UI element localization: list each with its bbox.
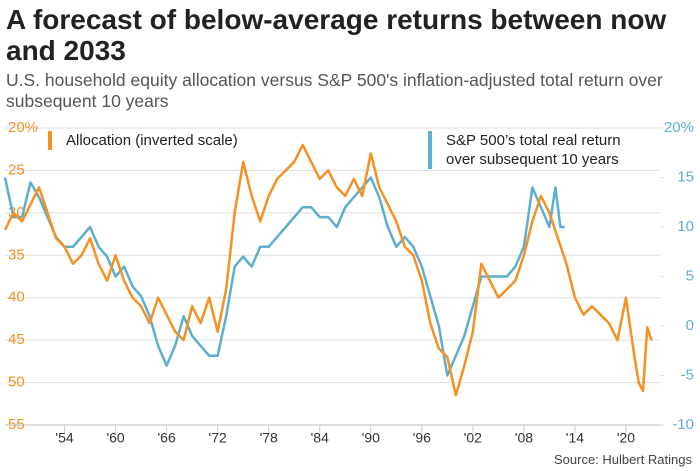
x-tick-label: '96 <box>413 430 431 446</box>
y-tick-label: 20% <box>8 119 38 136</box>
x-tick-label: '66 <box>157 430 175 446</box>
x-tick-label: '84 <box>311 430 329 446</box>
legend-entry: S&P 500’s total real return over subsequ… <box>428 131 651 169</box>
x-tick-label: '20 <box>617 430 635 446</box>
x-tick-label: '60 <box>106 430 124 446</box>
y-tick-label: 25 <box>8 161 25 178</box>
x-tick-label: '90 <box>362 430 380 446</box>
y2-tick-label: -5 <box>681 366 694 383</box>
y2-tick-label: 15 <box>677 168 694 185</box>
x-tick-label: '78 <box>260 430 278 446</box>
x-tick-label: '14 <box>566 430 584 446</box>
y-tick-label: 50 <box>8 374 25 391</box>
chart-title: A forecast of below-average returns betw… <box>6 4 667 66</box>
y2-tick-label: 5 <box>686 267 694 284</box>
chart-subtitle: U.S. household equity allocation versus … <box>6 70 663 111</box>
source: Source: Hulbert Ratings <box>553 452 692 467</box>
y2-tick-label: 10 <box>677 218 694 235</box>
x-tick-label: '02 <box>464 430 482 446</box>
x-tick-label: '72 <box>209 430 227 446</box>
y-tick-label: 45 <box>8 331 25 348</box>
y-tick-label: 35 <box>8 246 25 263</box>
chart: 20%2530354045505520%151050-5-10'54'60'66… <box>3 119 694 446</box>
y2-tick-label: 0 <box>686 317 694 334</box>
x-tick-label: '54 <box>55 430 73 446</box>
y2-tick-label: 20% <box>664 119 694 136</box>
y2-tick-label: -10 <box>672 416 694 433</box>
x-tick-label: '08 <box>515 430 533 446</box>
y-tick-label: 55 <box>8 416 25 433</box>
legend-entry: Allocation (inverted scale) <box>48 131 238 150</box>
series-line <box>3 143 653 397</box>
y-tick-label: 40 <box>8 289 25 306</box>
